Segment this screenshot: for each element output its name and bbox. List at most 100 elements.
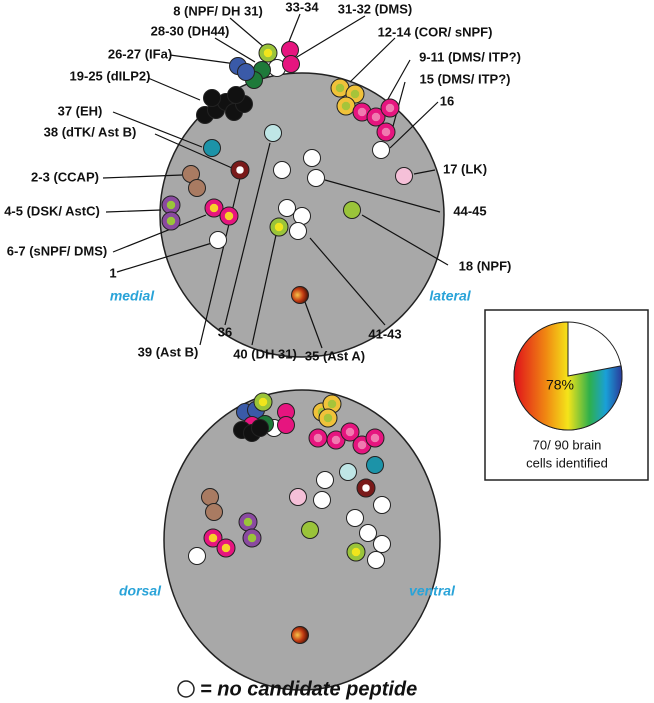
cell (343, 201, 361, 219)
cell (291, 626, 309, 644)
orientation-label: ventral (409, 583, 456, 599)
cell (373, 535, 391, 553)
cell-label: 37 (EH) (58, 103, 103, 118)
labels: 8 (NPF/ DH 31) 33-34 31-32 (DMS) 28-30 (… (4, 0, 521, 363)
cell-core (263, 48, 273, 58)
cell-core (341, 101, 351, 111)
cell-core (166, 200, 176, 210)
cell-label: 19-25 (dILP2) (70, 68, 151, 83)
legend-symbol (177, 680, 195, 698)
leader-lines (102, 13, 449, 349)
cell (188, 547, 206, 565)
cell-core (371, 112, 381, 122)
cell-core (208, 533, 218, 543)
cell-label: 33-34 (285, 0, 319, 14)
cell (373, 496, 391, 514)
cell-label: 6-7 (sNPF/ DMS) (7, 243, 107, 258)
inset-caption: 70/ 90 brain (533, 437, 602, 452)
cell (395, 167, 413, 185)
cell-core (335, 83, 345, 93)
cell-core (350, 89, 360, 99)
cell-label: 41-43 (368, 326, 401, 341)
cell (372, 141, 390, 159)
orientation-label: medial (110, 288, 155, 304)
inset-caption: cells identified (526, 455, 608, 470)
cell (251, 419, 269, 437)
cell-core (351, 547, 361, 557)
cell-core (247, 533, 257, 543)
cell-label: 31-32 (DMS) (338, 1, 412, 16)
cell-label: 8 (NPF/ DH 31) (173, 3, 263, 18)
cell (289, 222, 307, 240)
cell (301, 521, 319, 539)
cell-label: 12-14 (COR/ sNPF) (378, 24, 493, 39)
cell-core (224, 211, 234, 221)
cell-core (361, 483, 371, 493)
cell (203, 139, 221, 157)
cell (188, 179, 206, 197)
cell (209, 231, 227, 249)
legend-text: = no candidate peptide (200, 678, 417, 700)
cell (278, 199, 296, 217)
cell-label: 18 (NPF) (459, 258, 512, 273)
cell (303, 149, 321, 167)
cell-core (327, 399, 337, 409)
cell-core (243, 517, 253, 527)
cell-core (381, 127, 391, 137)
cell-label: 40 (DH 31) (233, 346, 297, 361)
cell-label: 17 (LK) (443, 161, 487, 176)
cell-core (235, 165, 245, 175)
cell-core (331, 435, 341, 445)
pie-label: 78% (546, 377, 574, 393)
cell (201, 488, 219, 506)
cell-label: 9-11 (DMS/ ITP?) (419, 49, 521, 64)
cell-core (209, 203, 219, 213)
cell-core (370, 433, 380, 443)
cell (367, 551, 385, 569)
cell (359, 524, 377, 542)
cell-core (357, 440, 367, 450)
cell (264, 124, 282, 142)
cell (289, 488, 307, 506)
orientation-label: dorsal (119, 583, 162, 599)
cell (273, 161, 291, 179)
cell-label: 35 (Ast A) (305, 348, 365, 363)
cell-core (323, 413, 333, 423)
cell-core (357, 107, 367, 117)
cell (227, 86, 245, 104)
cell (291, 286, 309, 304)
cell (203, 89, 221, 107)
cell-label: 38 (dTK/ Ast B) (44, 124, 137, 139)
cell-label: 39 (Ast B) (138, 344, 199, 359)
cell-label: 26-27 (IFa) (108, 46, 172, 61)
cell (277, 416, 295, 434)
cell-core (258, 397, 268, 407)
cell-label: 44-45 (453, 203, 486, 218)
cell (237, 63, 255, 81)
cell-label: 16 (440, 93, 454, 108)
cell-core (345, 427, 355, 437)
cell (293, 207, 311, 225)
cell-label: 28-30 (DH44) (151, 23, 230, 38)
cell (313, 491, 331, 509)
cell (282, 55, 300, 73)
cell-core (385, 103, 395, 113)
cell (366, 456, 384, 474)
pie-wedge (513, 321, 623, 431)
cell-label: 15 (DMS/ ITP?) (419, 71, 510, 86)
cell-label: 36 (218, 324, 232, 339)
cell-label: 4-5 (DSK/ AstC) (4, 203, 100, 218)
cell (346, 509, 364, 527)
cell (316, 471, 334, 489)
cell-core (221, 543, 231, 553)
cell-core (166, 216, 176, 226)
cell (339, 463, 357, 481)
cell (205, 503, 223, 521)
cell (307, 169, 325, 187)
cell-label: 2-3 (CCAP) (31, 169, 99, 184)
cell-label: 1 (109, 265, 116, 280)
cell-core (274, 222, 284, 232)
orientation-label: lateral (429, 288, 471, 304)
